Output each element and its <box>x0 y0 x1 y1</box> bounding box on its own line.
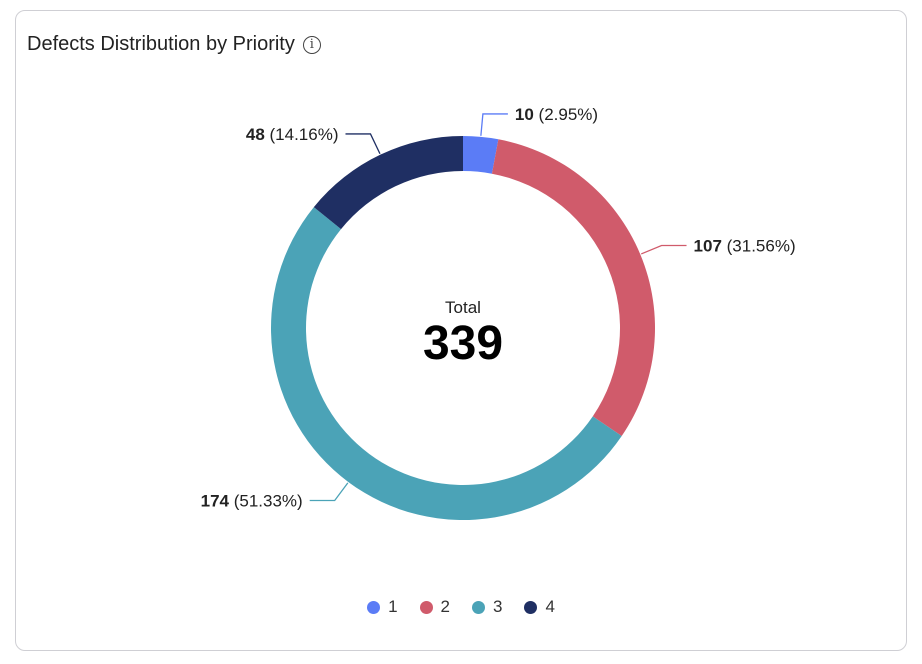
leader-line <box>640 244 687 255</box>
donut-slice-2[interactable] <box>491 139 656 437</box>
donut-slice-4[interactable] <box>313 136 463 230</box>
data-label: 10 (2.95%) <box>515 105 598 124</box>
center-label: Total <box>445 298 481 317</box>
info-icon[interactable]: i <box>302 35 321 54</box>
chart-title-row: Defects Distribution by Priority i <box>27 33 321 56</box>
legend-label: 2 <box>440 597 450 616</box>
legend-swatch <box>472 600 485 614</box>
legend-label: 1 <box>388 597 398 616</box>
donut-slice-3[interactable] <box>271 207 622 520</box>
data-label: 48 (14.16%) <box>246 125 339 144</box>
legend-item-2[interactable]: 2 <box>419 597 450 617</box>
legend-item-1[interactable]: 1 <box>367 597 398 617</box>
legend-swatch <box>419 600 433 614</box>
donut-slice-1[interactable] <box>463 136 499 174</box>
center-value: 339 <box>423 317 503 370</box>
legend-swatch <box>524 600 538 614</box>
leader-line <box>480 113 508 136</box>
legend-label: 3 <box>493 597 503 616</box>
chart-title: Defects Distribution by Priority <box>27 33 295 55</box>
data-label: 174 (51.33%) <box>201 492 303 511</box>
legend-swatch <box>367 600 381 614</box>
data-label: 107 (31.56%) <box>694 236 796 255</box>
legend-item-3[interactable]: 3 <box>472 597 502 617</box>
legend-label: 4 <box>545 597 555 616</box>
chart-card <box>15 10 907 651</box>
legend: 1 2 3 4 <box>0 597 922 617</box>
leader-line <box>345 133 381 155</box>
legend-item-4[interactable]: 4 <box>524 597 555 617</box>
leader-line <box>309 482 349 502</box>
